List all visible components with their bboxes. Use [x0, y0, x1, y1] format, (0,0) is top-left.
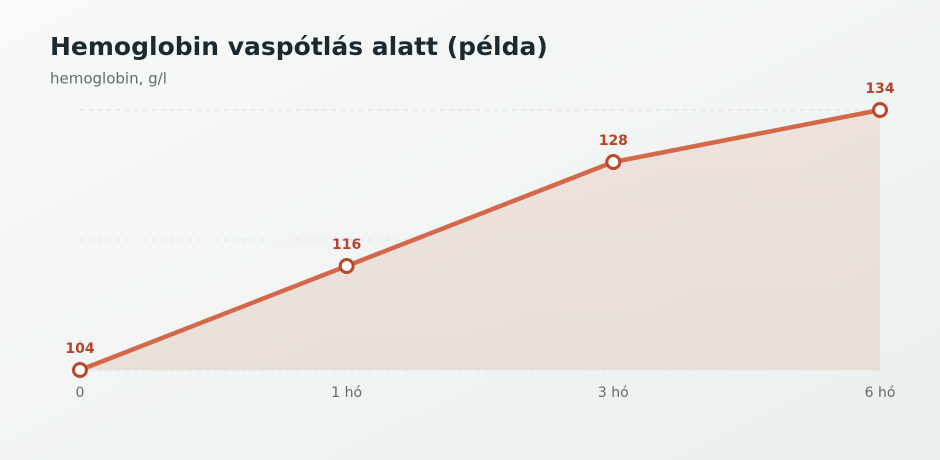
marker [605, 154, 622, 170]
value-label: 116 [332, 237, 361, 253]
line [79, 107, 881, 373]
marker [72, 362, 88, 378]
marker [872, 102, 888, 118]
chart-subtitle: hemoglobin, g/l [50, 70, 167, 88]
value-label: 128 [599, 133, 628, 149]
x-tick-label: 3 hó [598, 385, 629, 401]
area [80, 110, 880, 370]
value-label: 104 [65, 341, 94, 357]
x-tick-label: 6 hó [865, 385, 896, 401]
marker [338, 258, 355, 274]
x-tick-label: 0 [76, 385, 85, 401]
x-tick-label: 1 hó [331, 385, 362, 401]
chart-title: Hemoglobin vaspótlás alatt (példa) [50, 32, 548, 61]
value-label: 134 [865, 81, 894, 97]
